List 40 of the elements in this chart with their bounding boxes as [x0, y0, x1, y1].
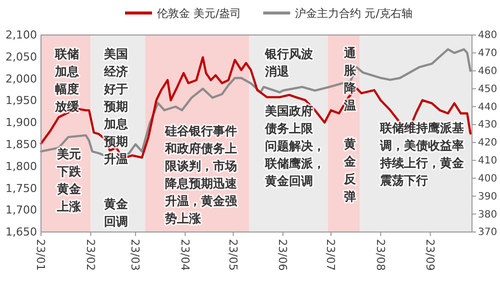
y-tick-label: 1,800	[6, 160, 37, 173]
y2-tick-label: 440	[478, 102, 498, 113]
y2-tick-label: 400	[478, 173, 498, 184]
y2-tick-label: 380	[478, 209, 498, 220]
annotation: 硅谷银行事件和政府债务上限谈判，市场降息预期迅速升温，黄金强势上涨	[164, 124, 238, 226]
x-tick-label: 23/01	[34, 239, 48, 271]
y-tick-label: 1,700	[6, 204, 37, 217]
text: 黄金回调	[104, 197, 128, 228]
annotation: 银行风波消退	[264, 47, 314, 78]
legend-label: 伦敦金 美元/盎司	[157, 7, 242, 20]
y-tick-label: 1,850	[6, 138, 37, 151]
legend-label: 沪金主力合约 元/克右轴	[295, 7, 412, 20]
x-tick-label: 23/05	[226, 239, 240, 271]
y-tick-label: 2,100	[6, 28, 37, 42]
x-tick-label: 23/08	[374, 239, 387, 271]
x-tick-label: 23/04	[178, 239, 192, 271]
y2-tick-label: 390	[478, 191, 498, 202]
x-tick-label: 23/06	[276, 239, 290, 271]
y-tick-label: 1,650	[6, 226, 37, 239]
y-tick-label: 2,000	[6, 72, 37, 86]
y2-tick-label: 470	[478, 48, 498, 60]
y2-tick-label: 410	[478, 156, 498, 167]
y2-tick-label: 460	[478, 66, 498, 78]
annotation: 黄金回调	[264, 174, 313, 188]
annotation: 美元下跌黄金上涨	[56, 147, 82, 214]
y2-tick-label: 420	[478, 138, 498, 149]
x-tick-label: 23/03	[128, 239, 142, 271]
x-tick-label: 23/09	[423, 239, 436, 271]
x-tick-label: 23/07	[324, 239, 338, 271]
y-tick-label: 1,950	[6, 94, 37, 108]
y2-tick-label: 450	[478, 84, 498, 95]
y-tick-label: 1,750	[6, 182, 37, 195]
y2-tick-label: 480	[478, 30, 498, 42]
y-tick-label: 2,050	[6, 50, 37, 64]
y2-tick-label: 370	[478, 227, 498, 238]
y2-tick-label: 430	[478, 120, 498, 131]
text: 美国政府债务上限问题解决，联储鹰派，	[265, 104, 325, 170]
annotation: 黄金反弹	[343, 137, 357, 204]
y-tick-label: 1,900	[6, 116, 37, 130]
x-tick-label: 23/02	[84, 239, 97, 271]
